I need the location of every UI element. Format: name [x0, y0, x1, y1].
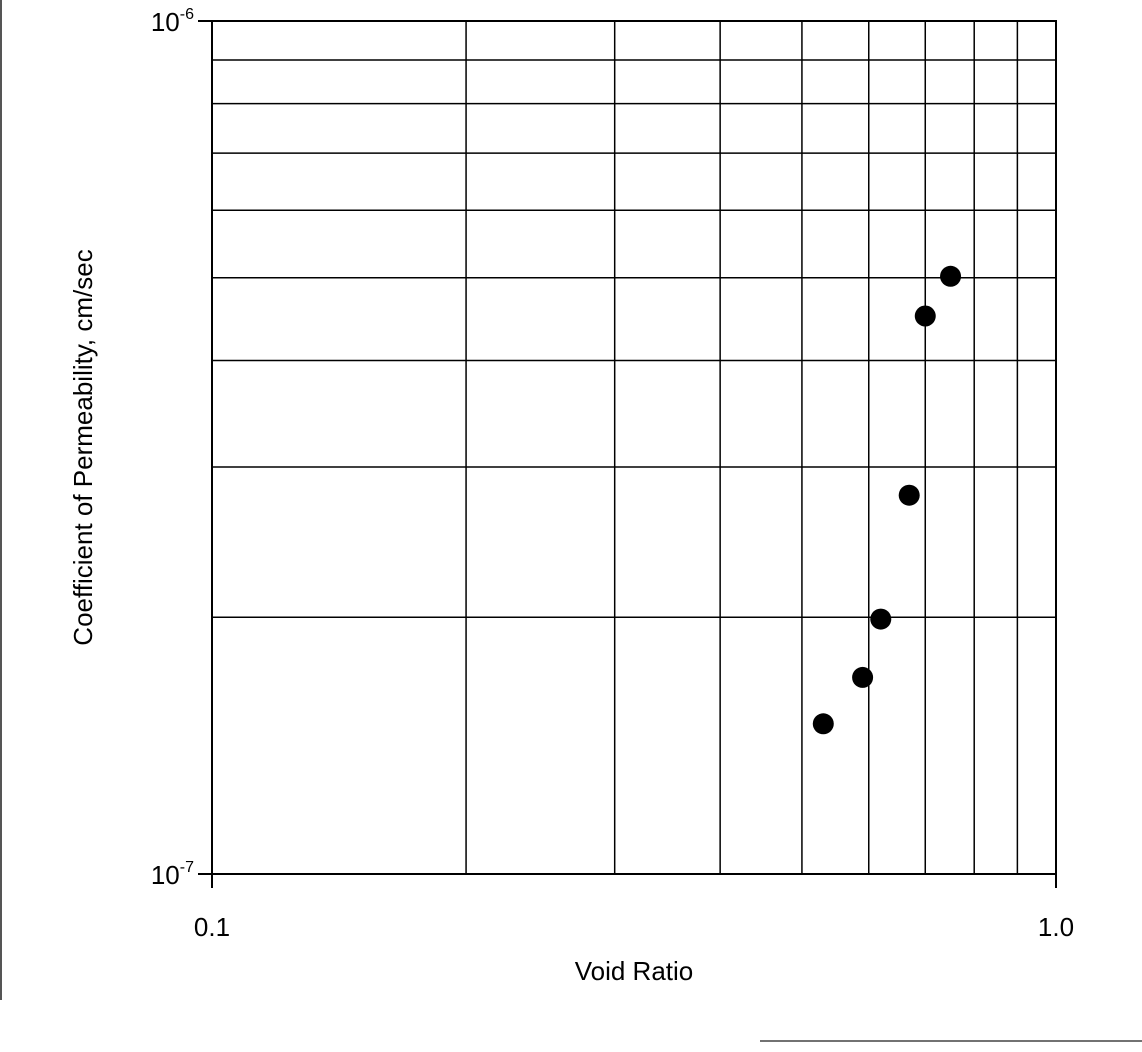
y-tick-label: 10-7 [151, 859, 194, 890]
x-axis-title: Void Ratio [575, 956, 694, 986]
y-axis-title: Coefficient of Permeability, cm/sec [68, 249, 98, 645]
tick-layer: 0.1 1.0 10-7 10-6 [151, 6, 1074, 942]
x-tick-label: 1.0 [1038, 912, 1074, 942]
data-point [812, 713, 834, 735]
y-tick-label: 10-6 [151, 6, 194, 37]
plot-frame [211, 20, 1057, 875]
grid-layer [212, 21, 1056, 874]
data-point [870, 608, 892, 630]
x-tick-label: 0.1 [194, 912, 230, 942]
point-layer [812, 265, 962, 735]
data-point [898, 484, 920, 506]
data-point [852, 666, 874, 688]
data-point [940, 265, 962, 287]
data-point [914, 305, 936, 327]
